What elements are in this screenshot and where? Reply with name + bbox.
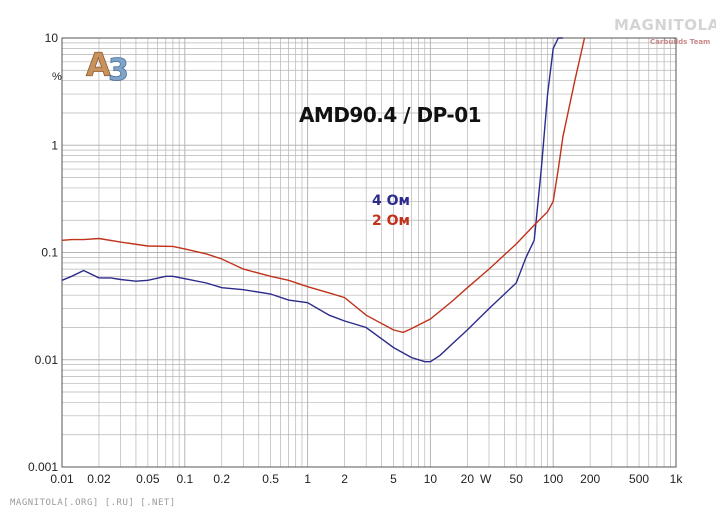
- x-tick-label: 100: [543, 472, 563, 486]
- x-tick-label: 1k: [670, 472, 684, 486]
- brand-watermark: MAGNITOLA: [614, 16, 716, 34]
- brand-team-watermark: Carbuilds Team: [650, 38, 711, 46]
- plot-border: [61, 37, 677, 468]
- x-tick-label: 0.2: [213, 472, 230, 486]
- y-tick-label: 10: [45, 31, 59, 45]
- series-line-2ohm: [61, 37, 586, 334]
- ylabel-percent: %: [52, 71, 62, 83]
- svg-text:A: A: [86, 46, 111, 84]
- tick-labels: 0.01 0.02 0.05 0.1 0.2 0.5 1 2 5 10 20 50 100 200 500 1…: [28, 31, 683, 486]
- chart-grid: [61, 38, 676, 468]
- x-tick-label: 5: [390, 472, 397, 486]
- x-tick-label: 2: [341, 472, 348, 486]
- series-line-4ohm: [61, 37, 563, 363]
- y-tick-label: 0.001: [28, 460, 58, 474]
- x-tick-label: 0.5: [262, 472, 279, 486]
- legend-item-4ohm: 4 Ом: [372, 193, 410, 209]
- y-tick-label: 1: [51, 138, 58, 152]
- xlabel-watts: W: [480, 472, 492, 486]
- x-tick-label: 1: [304, 472, 311, 486]
- y-tick-label: 0.1: [41, 246, 58, 260]
- x-tick-label: 50: [510, 472, 524, 486]
- x-tick-label: 10: [424, 472, 438, 486]
- a3-logo: A 3: [86, 46, 130, 84]
- x-tick-label: 0.02: [87, 472, 111, 486]
- x-tick-label: 20: [461, 472, 475, 486]
- x-tick-label: 0.01: [50, 472, 74, 486]
- site-watermark: MAGNITOLA[.ORG] [.RU] [.NET]: [10, 498, 176, 508]
- x-tick-label: 500: [629, 472, 649, 486]
- y-tick-label: 0.01: [35, 353, 59, 367]
- plot-frame: [61, 37, 677, 468]
- x-tick-label: 0.05: [136, 472, 160, 486]
- chart-title: AMD90.4 / DP-01: [299, 103, 481, 127]
- x-tick-label: 0.1: [176, 472, 193, 486]
- svg-text:3: 3: [108, 53, 129, 84]
- data-series: [61, 37, 586, 363]
- x-tick-label: 200: [580, 472, 600, 486]
- legend-item-2ohm: 2 Ом: [372, 213, 410, 229]
